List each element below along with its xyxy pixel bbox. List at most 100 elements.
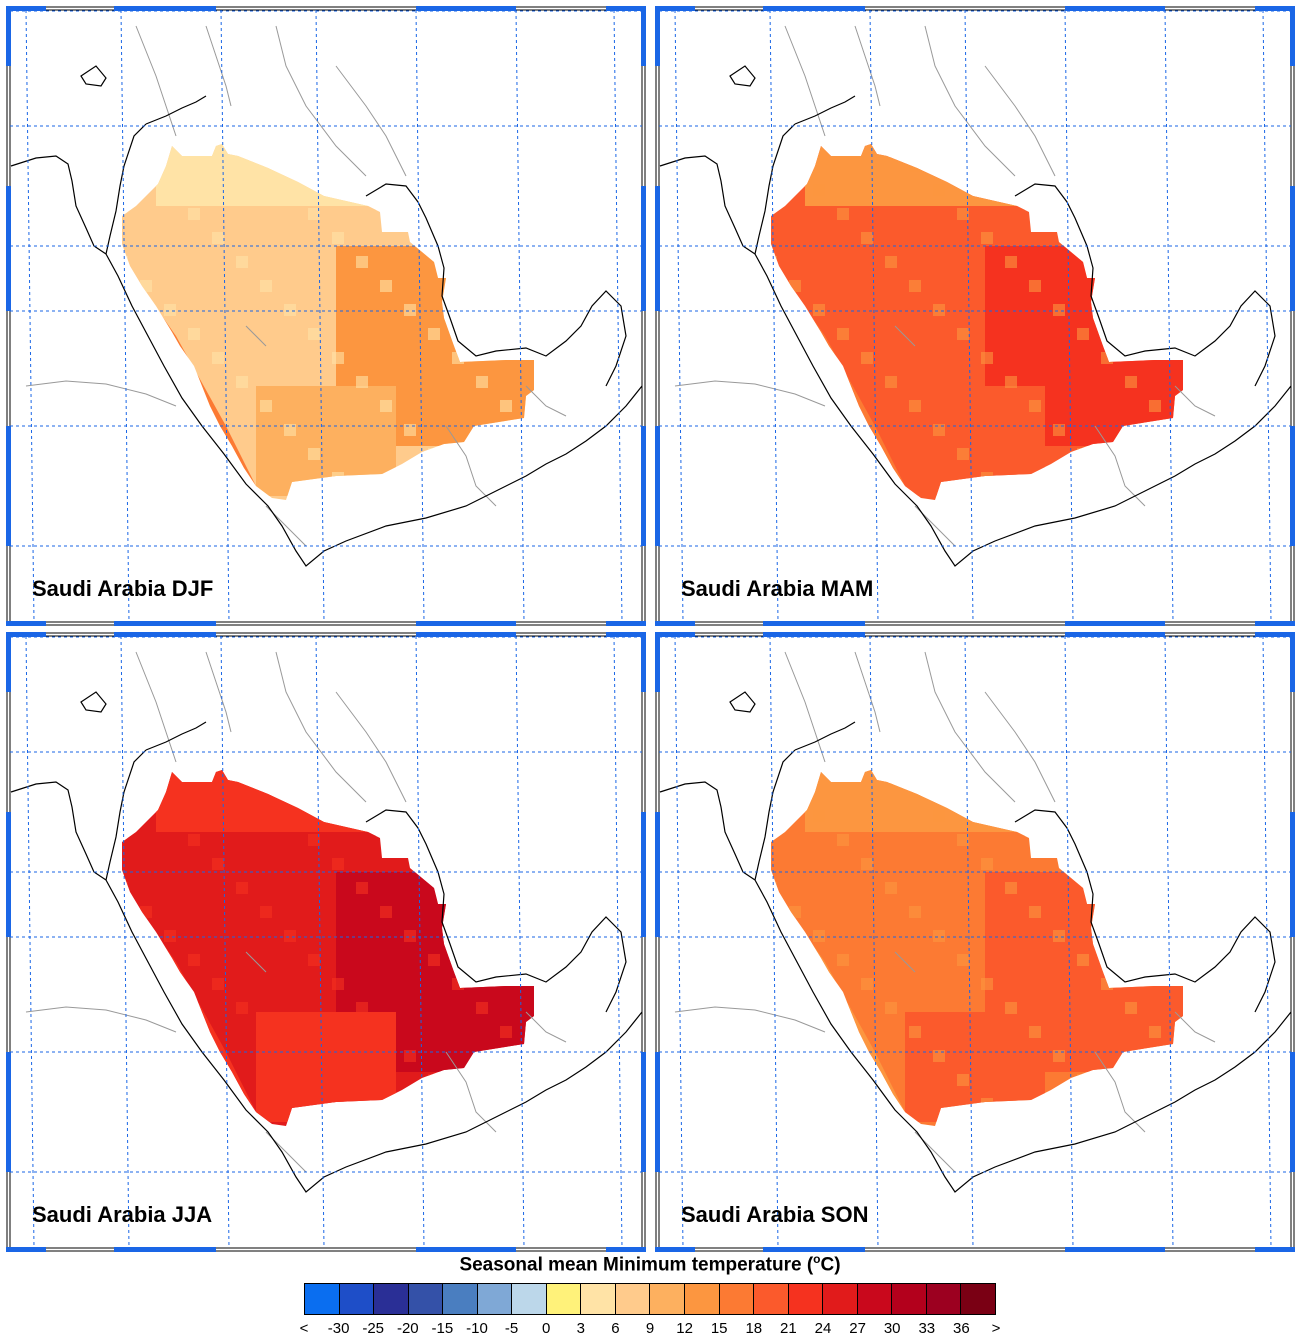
field-block [260,906,272,918]
frame-tick-top [114,632,216,637]
field-block [885,376,897,388]
country-border [525,1011,567,1043]
field-block [933,304,945,316]
field-block [476,1002,488,1014]
field-block [1005,256,1017,268]
field-block [957,834,969,846]
country-border [784,25,826,137]
country-border [894,325,916,347]
map-jja: Saudi Arabia JJA [6,632,646,1252]
coastline [105,123,147,255]
coastline [10,155,107,255]
panel-title: Saudi Arabia SON [681,1202,868,1227]
field-block [332,232,344,244]
field-block [308,448,320,460]
colorbar-swatch [305,1284,340,1314]
coastline [365,183,627,387]
map-djf: Saudi Arabia DJF [6,6,646,626]
field-block [260,400,272,412]
field-block [236,1002,248,1014]
frame-tick-bottom [606,1247,646,1252]
field-block [1149,400,1161,412]
colorbar-tick-label: -25 [362,1320,385,1337]
field-block [236,256,248,268]
field-block [813,930,825,942]
field-block [284,184,296,196]
frame-tick-bottom [655,621,695,626]
country-border [525,385,567,417]
colorbar-swatch [512,1284,547,1314]
frame-tick-left [6,632,11,692]
field-block [1053,424,1065,436]
field-block [861,858,873,870]
grid-lon [964,9,974,623]
field-block [356,376,368,388]
field-block [1005,1002,1017,1014]
coastline [80,691,107,713]
country-border [984,691,1056,803]
colorbar-tick-label: 18 [745,1320,763,1337]
field-block [933,184,945,196]
grid-lon [515,9,525,623]
field-block [885,1002,897,1014]
colorbar-tick-label: 33 [918,1320,936,1337]
coastline [794,721,856,751]
colorbar-swatch [823,1284,858,1314]
frame-tick-left [6,1052,11,1172]
colorbar-tick-label: -15 [431,1320,454,1337]
panel-title: Saudi Arabia DJF [32,576,213,601]
field-block [1125,1002,1137,1014]
colorbar-swatch [615,1284,651,1314]
coastline [729,691,756,713]
frame-tick-top [655,632,695,637]
colorbar-tick-label: -5 [504,1320,519,1337]
colorbar-tick-label: 21 [780,1320,797,1337]
colorbar-swatch [477,1284,513,1314]
country-border [25,380,177,407]
country-border [135,25,177,137]
country-border [1174,385,1216,417]
frame-tick-top [1065,632,1165,637]
field-block [284,810,296,822]
field-block [380,906,392,918]
frame-tick-left [655,426,660,546]
frame-tick-top [763,632,865,637]
field-block [332,978,344,990]
frame-tick-right [641,186,646,311]
grid-lon [1262,635,1272,1249]
field-block [909,280,921,292]
grid-lon [674,635,684,1249]
colorbar-swatch [754,1284,789,1314]
field-block [476,376,488,388]
field-block [885,256,897,268]
coastline [365,809,627,1013]
colorbar-tick-label: 12 [676,1320,693,1337]
field-block [909,1026,921,1038]
grid-lon [315,635,325,1249]
colorbar-swatch [892,1284,927,1314]
field-block [212,858,224,870]
field-block [212,978,224,990]
field-block [164,304,176,316]
colorbar-swatch [408,1284,444,1314]
colorbar-tick-label: -20 [396,1320,419,1337]
field-block [428,954,440,966]
colorbar-swatch [719,1284,755,1314]
coastline [659,781,756,881]
field-block [933,424,945,436]
field-block [981,352,993,364]
field-block [284,304,296,316]
field-block [308,1074,320,1086]
colorbar-tick-label: 30 [883,1320,901,1337]
country-border [205,651,232,733]
field-block [1005,376,1017,388]
country-border [275,25,367,177]
field-block [1053,304,1065,316]
colorbar-swatch [581,1284,616,1314]
frame-tick-right [1290,632,1295,692]
field-block [404,1050,416,1062]
country-border [275,651,367,803]
frame-tick-left [655,632,660,692]
field-block [308,328,320,340]
frame-tick-bottom [114,1247,216,1252]
